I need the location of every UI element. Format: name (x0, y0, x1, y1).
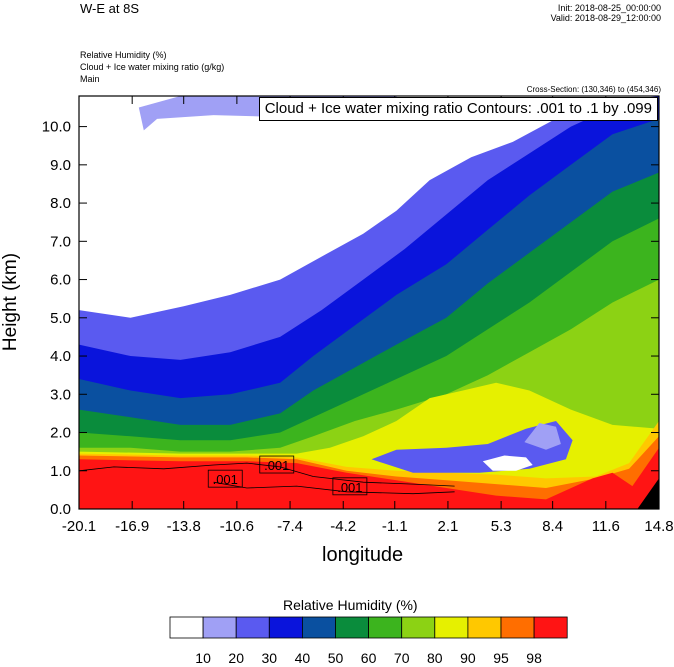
legend-swatch (301, 616, 336, 639)
legend-swatch (268, 616, 303, 639)
contour-label-text: .001 (264, 458, 289, 473)
y-tick-label: 0.0 (50, 501, 71, 518)
x-tick-label: 2.1 (438, 518, 459, 535)
x-tick-label: -16.9 (115, 518, 149, 535)
valid-time: Valid: 2018-08-29_12:00:00 (550, 13, 661, 23)
y-tick-label: 5.0 (50, 310, 71, 327)
x-tick-label: 11.6 (592, 518, 620, 535)
y-tick-label: 6.0 (50, 272, 71, 289)
contour-label: .001 (259, 455, 295, 474)
legend-title: Relative Humidity (%) (283, 597, 418, 613)
legend-swatch (401, 616, 436, 639)
contour-label: .001 (332, 477, 368, 496)
x-tick-label: 8.4 (542, 518, 563, 535)
contour-title: Cloud + Ice water mixing ratio Contours:… (264, 100, 652, 117)
x-tick-label: -13.8 (167, 518, 201, 535)
legend-swatch (533, 616, 568, 639)
x-tick-label: -1.1 (382, 518, 408, 535)
field-rh: Relative Humidity (%) (80, 50, 167, 60)
terrain (637, 478, 659, 509)
contour-label-box (207, 469, 243, 488)
legend-swatch (335, 616, 369, 639)
y-tick-label: 2.0 (50, 425, 71, 442)
contour-title-box: Cloud + Ice water mixing ratio Contours:… (258, 97, 658, 121)
y-axis-label-text: Height (km) (0, 252, 21, 352)
contour-label-text: .001 (213, 472, 238, 487)
plot-frame (78, 95, 660, 510)
legend-level-label: 95 (493, 650, 509, 666)
rh-patch-4 (524, 423, 561, 450)
x-tick-label: -4.2 (330, 518, 356, 535)
field-cloud-ice: Cloud + Ice water mixing ratio (g/kg) (80, 62, 225, 72)
legend-swatch (235, 616, 270, 639)
chart-title: W-E at 8S (80, 1, 140, 16)
legend-level-label: 60 (361, 650, 377, 666)
init-time: Init: 2018-08-25_00:00:00 (557, 3, 661, 13)
x-tick-label: -10.6 (220, 518, 254, 535)
legend-level-label: 40 (295, 650, 311, 666)
contour-label-text: .001 (337, 480, 362, 495)
legend-swatch (500, 616, 535, 639)
rh-patch-3 (482, 455, 533, 471)
legend-level-label: 70 (394, 650, 410, 666)
x-tick-label: 5.3 (491, 518, 512, 535)
cross-section-label: Cross-Section: (130,346) to (454,346) (526, 85, 661, 94)
legend-swatch (169, 616, 204, 639)
y-tick-label: 10.0 (42, 119, 71, 136)
contour-label-box (332, 477, 368, 496)
x-axis-label: longitude (322, 544, 404, 566)
rh-patch-0 (79, 96, 538, 295)
contour-line (79, 462, 455, 487)
y-tick-label: 9.0 (50, 157, 71, 174)
x-tick-label: -20.1 (62, 518, 96, 535)
contour-label: .001 (207, 469, 243, 488)
contour-label-box (259, 455, 295, 474)
legend-level-label: 30 (262, 650, 278, 666)
y-tick-label: 3.0 (50, 386, 71, 403)
legend-swatch (467, 616, 502, 639)
y-tick-label: 8.0 (50, 195, 71, 212)
legend-level-label: 80 (427, 650, 443, 666)
legend-level-label: 20 (228, 650, 244, 666)
rh-band-98 (79, 447, 659, 509)
legend-swatch (434, 616, 469, 639)
y-tick-label: 4.0 (50, 348, 71, 365)
legend-swatch (202, 616, 237, 639)
x-tick-label: -7.4 (277, 518, 303, 535)
legend-swatch (368, 616, 403, 639)
axes: -20.1 -16.9 -13.8 -10.6 -7.4 -4.2 -1.1 2.1 5.3 8.… (42, 96, 674, 535)
y-tick-label: 1.0 (50, 463, 71, 480)
legend-level-label: 90 (460, 650, 476, 666)
legend-level-label: 10 (195, 650, 211, 666)
field-main: Main (80, 74, 100, 84)
legend-level-label: 50 (328, 650, 344, 666)
x-tick-label: 14.8 (644, 518, 673, 535)
contour-labels: .001 .001 .001 (207, 455, 368, 496)
legend-level-label: 98 (526, 650, 542, 666)
plot-area (79, 96, 659, 509)
color-legend: 10 20 30 40 50 60 70 80 90 95 98 (169, 616, 568, 666)
y-tick-label: 7.0 (50, 233, 71, 250)
